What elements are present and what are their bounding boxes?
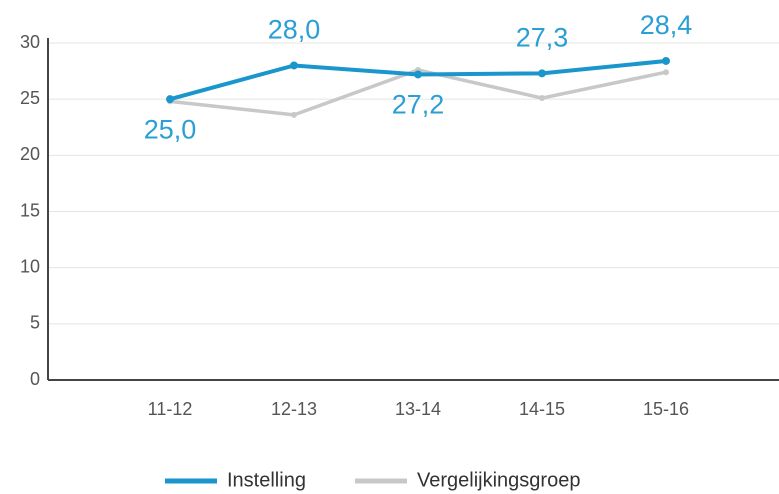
y-tick-label: 25 <box>20 88 40 108</box>
legend-label: Instelling <box>227 469 306 491</box>
point <box>414 70 422 79</box>
y-tick-label: 15 <box>20 200 40 220</box>
point <box>291 111 297 118</box>
y-tick-label: 5 <box>30 313 40 333</box>
y-tick-label: 30 <box>20 32 40 52</box>
x-tick-label: 14-15 <box>519 399 565 419</box>
y-tick-label: 0 <box>30 369 40 389</box>
value-label: 27,2 <box>392 90 445 120</box>
point <box>166 95 174 104</box>
point <box>290 61 298 70</box>
point <box>663 69 669 76</box>
x-tick-label: 15-16 <box>643 399 689 419</box>
legend-label: Vergelijkingsgroep <box>417 469 580 491</box>
point <box>662 56 670 65</box>
value-label: 27,3 <box>516 22 569 52</box>
x-tick-label: 12-13 <box>271 399 317 419</box>
point <box>539 95 545 102</box>
value-label: 28,4 <box>640 10 693 40</box>
point <box>538 69 546 78</box>
value-label: 25,0 <box>144 114 197 144</box>
y-tick-label: 10 <box>20 256 40 276</box>
value-label: 28,0 <box>268 15 321 45</box>
x-tick-label: 11-12 <box>148 399 193 419</box>
x-tick-label: 13-14 <box>395 399 441 419</box>
y-tick-label: 20 <box>20 144 40 164</box>
